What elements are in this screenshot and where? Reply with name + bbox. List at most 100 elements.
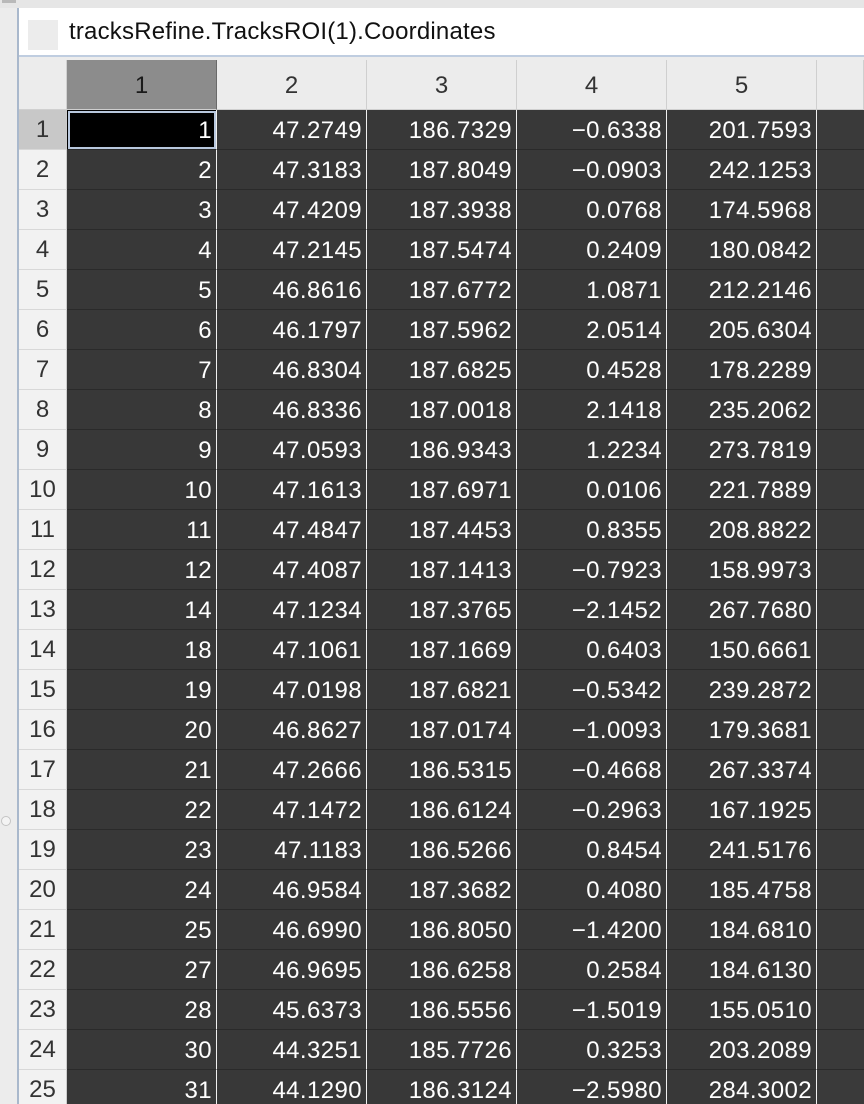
- row-header[interactable]: 5: [19, 270, 67, 310]
- table-cell[interactable]: 14: [67, 590, 217, 630]
- table-cell[interactable]: 284.3002: [667, 1070, 817, 1104]
- empty-cell[interactable]: [817, 550, 864, 590]
- table-cell[interactable]: 44.3251: [217, 1030, 367, 1070]
- empty-cell[interactable]: [817, 390, 864, 430]
- table-cell[interactable]: 187.1413: [367, 550, 517, 590]
- table-cell[interactable]: 9: [67, 430, 217, 470]
- table-cell[interactable]: 186.5556: [367, 990, 517, 1030]
- table-cell[interactable]: −0.4668: [517, 750, 667, 790]
- table-cell[interactable]: 23: [67, 830, 217, 870]
- table-cell[interactable]: 0.3253: [517, 1030, 667, 1070]
- row-header[interactable]: 11: [19, 510, 67, 550]
- table-cell[interactable]: 44.1290: [217, 1070, 367, 1104]
- table-cell[interactable]: 239.2872: [667, 670, 817, 710]
- table-cell[interactable]: −1.4200: [517, 910, 667, 950]
- table-cell[interactable]: 0.8355: [517, 510, 667, 550]
- table-cell[interactable]: 178.2289: [667, 350, 817, 390]
- column-header-empty[interactable]: [817, 60, 864, 110]
- table-cell[interactable]: 155.0510: [667, 990, 817, 1030]
- variable-editor-grid[interactable]: 1 2 3 4 5 1 1 47.2749 186.7329 −0.6338 201.7593 2 2 4…: [19, 60, 864, 1104]
- table-cell[interactable]: 187.5474: [367, 230, 517, 270]
- table-cell[interactable]: 5: [67, 270, 217, 310]
- table-cell[interactable]: 31: [67, 1070, 217, 1104]
- table-cell[interactable]: 184.6130: [667, 950, 817, 990]
- row-header[interactable]: 16: [19, 710, 67, 750]
- empty-cell[interactable]: [817, 750, 864, 790]
- table-cell[interactable]: 3: [67, 190, 217, 230]
- table-cell[interactable]: 47.0593: [217, 430, 367, 470]
- table-cell[interactable]: −0.7923: [517, 550, 667, 590]
- table-cell[interactable]: −2.5980: [517, 1070, 667, 1104]
- row-header[interactable]: 9: [19, 430, 67, 470]
- empty-cell[interactable]: [817, 670, 864, 710]
- table-cell[interactable]: 47.2145: [217, 230, 367, 270]
- row-header[interactable]: 23: [19, 990, 67, 1030]
- table-cell[interactable]: 47.1613: [217, 470, 367, 510]
- table-cell[interactable]: 179.3681: [667, 710, 817, 750]
- table-cell[interactable]: 187.3682: [367, 870, 517, 910]
- empty-cell[interactable]: [817, 990, 864, 1030]
- row-header[interactable]: 14: [19, 630, 67, 670]
- table-cell[interactable]: 47.4847: [217, 510, 367, 550]
- row-header[interactable]: 25: [19, 1070, 67, 1104]
- row-header[interactable]: 15: [19, 670, 67, 710]
- table-cell[interactable]: 47.0198: [217, 670, 367, 710]
- table-cell[interactable]: 235.2062: [667, 390, 817, 430]
- table-cell[interactable]: 187.6821: [367, 670, 517, 710]
- table-cell[interactable]: 0.0106: [517, 470, 667, 510]
- empty-cell[interactable]: [817, 1030, 864, 1070]
- empty-cell[interactable]: [817, 310, 864, 350]
- table-cell[interactable]: 21: [67, 750, 217, 790]
- empty-cell[interactable]: [817, 1070, 864, 1104]
- table-cell[interactable]: 46.9584: [217, 870, 367, 910]
- column-header[interactable]: 4: [517, 60, 667, 110]
- table-cell[interactable]: 187.6971: [367, 470, 517, 510]
- table-cell[interactable]: 10: [67, 470, 217, 510]
- table-cell[interactable]: 187.6825: [367, 350, 517, 390]
- empty-cell[interactable]: [817, 790, 864, 830]
- empty-cell[interactable]: [817, 510, 864, 550]
- table-cell[interactable]: 180.0842: [667, 230, 817, 270]
- row-header[interactable]: 6: [19, 310, 67, 350]
- table-cell[interactable]: 11: [67, 510, 217, 550]
- table-cell[interactable]: 2.0514: [517, 310, 667, 350]
- table-cell[interactable]: 212.2146: [667, 270, 817, 310]
- table-cell[interactable]: −0.6338: [517, 110, 667, 150]
- table-cell[interactable]: 8: [67, 390, 217, 430]
- table-cell[interactable]: 273.7819: [667, 430, 817, 470]
- row-header[interactable]: 8: [19, 390, 67, 430]
- column-header[interactable]: 2: [217, 60, 367, 110]
- column-header[interactable]: 3: [367, 60, 517, 110]
- table-cell[interactable]: 12: [67, 550, 217, 590]
- row-header[interactable]: 4: [19, 230, 67, 270]
- table-cell[interactable]: 242.1253: [667, 150, 817, 190]
- table-cell[interactable]: 47.1234: [217, 590, 367, 630]
- table-cell[interactable]: 187.1669: [367, 630, 517, 670]
- table-cell[interactable]: 208.8822: [667, 510, 817, 550]
- table-cell[interactable]: 187.5962: [367, 310, 517, 350]
- table-cell[interactable]: 2.1418: [517, 390, 667, 430]
- empty-cell[interactable]: [817, 230, 864, 270]
- table-cell[interactable]: 187.4453: [367, 510, 517, 550]
- table-cell[interactable]: 150.6661: [667, 630, 817, 670]
- table-cell[interactable]: 45.6373: [217, 990, 367, 1030]
- table-cell[interactable]: 186.8050: [367, 910, 517, 950]
- table-cell[interactable]: 46.1797: [217, 310, 367, 350]
- table-cell[interactable]: 30: [67, 1030, 217, 1070]
- row-header[interactable]: 22: [19, 950, 67, 990]
- table-cell[interactable]: 185.7726: [367, 1030, 517, 1070]
- table-cell[interactable]: 0.0768: [517, 190, 667, 230]
- table-cell[interactable]: 20: [67, 710, 217, 750]
- table-cell[interactable]: 47.3183: [217, 150, 367, 190]
- table-cell[interactable]: 27: [67, 950, 217, 990]
- row-header[interactable]: 10: [19, 470, 67, 510]
- row-header[interactable]: 18: [19, 790, 67, 830]
- table-cell[interactable]: 0.4528: [517, 350, 667, 390]
- table-cell[interactable]: 187.3765: [367, 590, 517, 630]
- table-cell[interactable]: 46.8304: [217, 350, 367, 390]
- row-header[interactable]: 13: [19, 590, 67, 630]
- table-cell[interactable]: 46.8336: [217, 390, 367, 430]
- table-cell[interactable]: 158.9973: [667, 550, 817, 590]
- table-cell[interactable]: 1: [67, 110, 217, 150]
- empty-cell[interactable]: [817, 350, 864, 390]
